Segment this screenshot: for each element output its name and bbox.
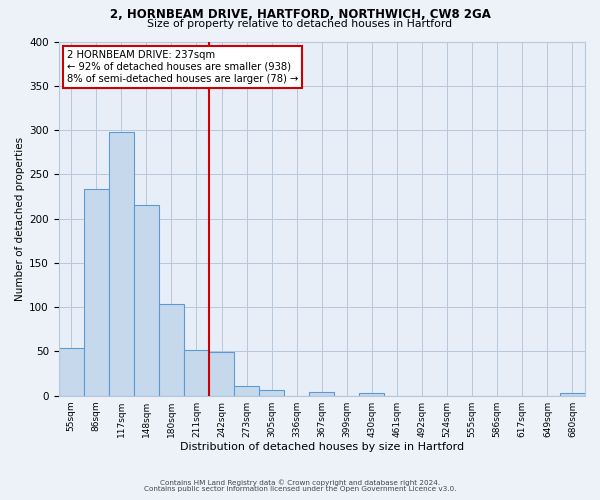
Bar: [59, 348, 84, 396]
Bar: [560, 393, 585, 396]
Bar: [309, 392, 334, 396]
Text: 2, HORNBEAM DRIVE, HARTFORD, NORTHWICH, CW8 2GA: 2, HORNBEAM DRIVE, HARTFORD, NORTHWICH, …: [110, 8, 490, 20]
Bar: [359, 393, 385, 396]
Text: Size of property relative to detached houses in Hartford: Size of property relative to detached ho…: [148, 19, 452, 29]
Bar: [134, 206, 159, 396]
Bar: [109, 132, 134, 396]
Bar: [234, 386, 259, 396]
Bar: [184, 350, 209, 396]
Text: Contains HM Land Registry data © Crown copyright and database right 2024.
Contai: Contains HM Land Registry data © Crown c…: [144, 479, 456, 492]
Bar: [259, 390, 284, 396]
X-axis label: Distribution of detached houses by size in Hartford: Distribution of detached houses by size …: [180, 442, 464, 452]
Bar: [84, 190, 109, 396]
Y-axis label: Number of detached properties: Number of detached properties: [15, 136, 25, 300]
Text: 2 HORNBEAM DRIVE: 237sqm
← 92% of detached houses are smaller (938)
8% of semi-d: 2 HORNBEAM DRIVE: 237sqm ← 92% of detach…: [67, 50, 298, 84]
Bar: [159, 304, 184, 396]
Bar: [209, 352, 234, 396]
